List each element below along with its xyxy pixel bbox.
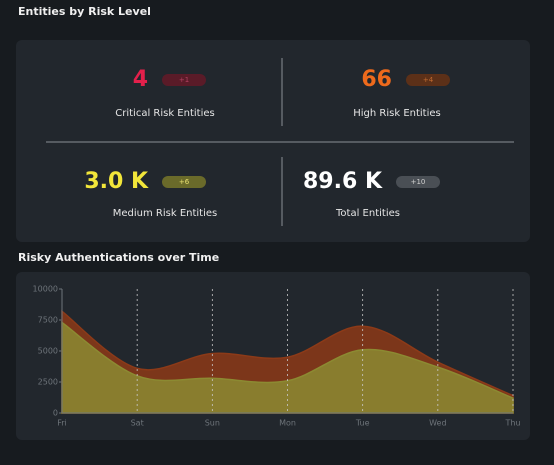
kpi-delta: +1 (179, 76, 189, 84)
y-tick-label: 0 (53, 409, 58, 418)
x-tick-label: Sun (205, 419, 220, 428)
kpi-label: High Risk Entities (353, 108, 441, 119)
y-tick-label: 5000 (38, 347, 58, 356)
chart-title: Risky Authentications over Time (18, 251, 219, 264)
x-tick-label: Fri (57, 419, 67, 428)
delta-badge (162, 176, 206, 188)
kpi-value: 89.6 K (303, 169, 383, 194)
y-tick-label: 10000 (33, 285, 58, 294)
delta-badge (406, 74, 450, 86)
x-tick-label: Sat (131, 419, 144, 428)
x-tick-label: Mon (279, 419, 296, 428)
kpi-delta: +10 (411, 178, 426, 186)
delta-badge (162, 74, 206, 86)
x-tick-label: Wed (429, 419, 446, 428)
x-tick-label: Tue (355, 419, 370, 428)
delta-badge (396, 176, 440, 188)
kpi-delta: +6 (179, 178, 190, 186)
kpi-value: 4 (133, 67, 148, 92)
kpi-value: 66 (361, 67, 392, 92)
kpi-delta: +4 (423, 76, 434, 84)
kpi-label: Total Entities (335, 208, 400, 219)
kpi-panel (16, 40, 530, 242)
kpi-label: Medium Risk Entities (113, 208, 218, 219)
kpi-label: Critical Risk Entities (115, 108, 214, 119)
y-tick-label: 2500 (38, 378, 58, 387)
x-tick-label: Thu (504, 419, 520, 428)
section-title: Entities by Risk Level (18, 5, 151, 18)
kpi-value: 3.0 K (84, 169, 149, 194)
y-tick-label: 7500 (38, 316, 58, 325)
